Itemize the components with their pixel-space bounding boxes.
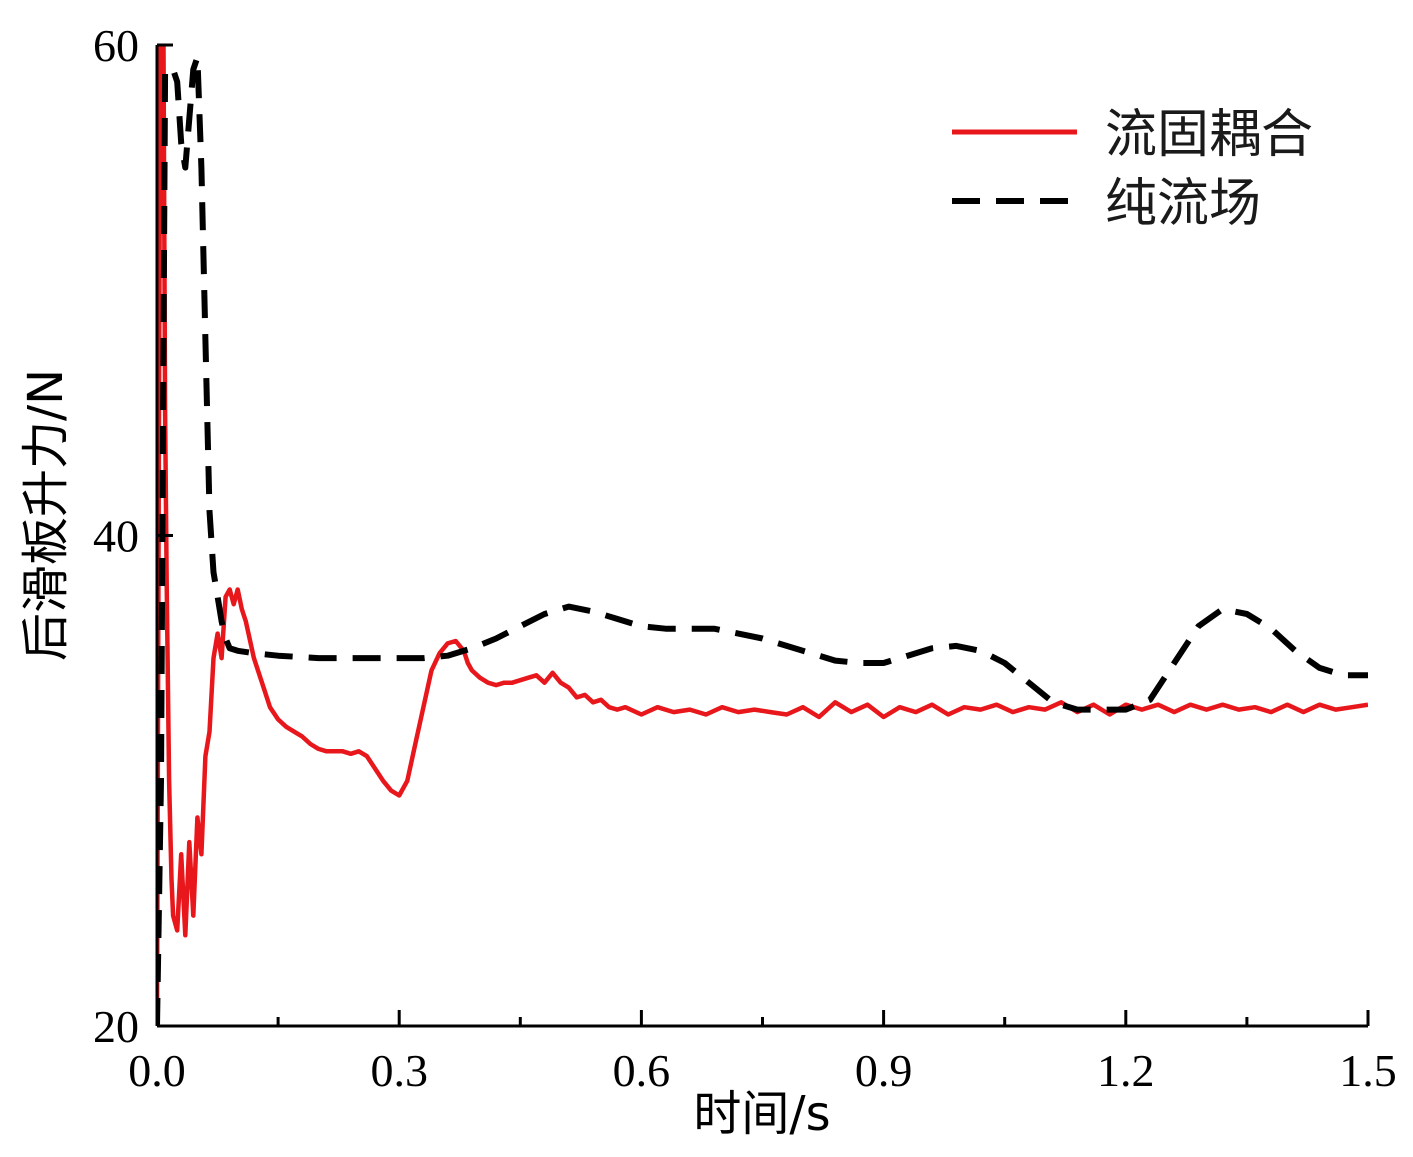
x-tick-label: 1.5 [1339, 1045, 1397, 1096]
x-axis-title: 时间/s [693, 1086, 830, 1142]
series-line-fsi [157, 45, 1368, 1026]
y-tick-label: 20 [93, 1001, 139, 1052]
y-axis-title: 后滑板升力/N [18, 369, 74, 661]
x-tick-label: 0.3 [370, 1045, 428, 1096]
y-tick-label: 60 [93, 20, 139, 71]
x-tick-label: 0.0 [128, 1045, 186, 1096]
legend: 流固耦合 纯流场 [952, 105, 1313, 234]
x-tick-label: 1.2 [1097, 1045, 1155, 1096]
series-line-pure-flow [157, 54, 1368, 1026]
y-tick-label: 40 [93, 511, 139, 562]
legend-label-pure-flow: 纯流场 [1105, 174, 1261, 234]
legend-label-fsi: 流固耦合 [1105, 105, 1313, 165]
x-tick-label: 0.9 [855, 1045, 913, 1096]
x-tick-label: 0.6 [613, 1045, 671, 1096]
